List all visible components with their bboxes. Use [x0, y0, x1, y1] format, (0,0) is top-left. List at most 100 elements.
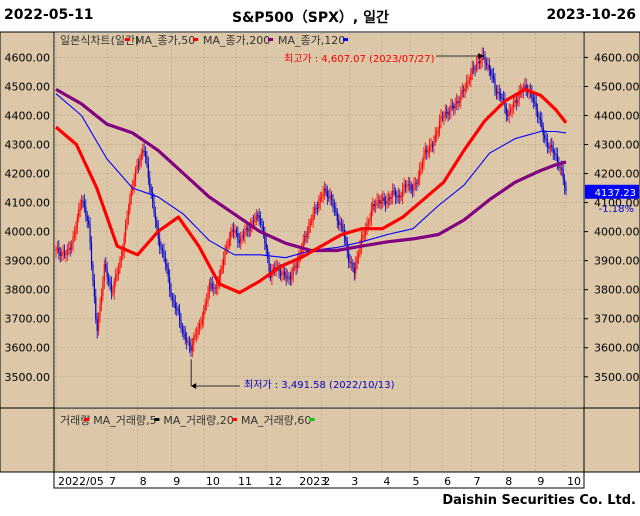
legend-item: 일본식차트(일간) [60, 33, 139, 47]
candle-body [231, 229, 233, 232]
candle-body [346, 241, 348, 252]
candle-body [477, 61, 479, 64]
candle-body [188, 341, 191, 346]
volume-legend-item: MA_거래량,5 [93, 414, 156, 427]
x-tick-label: 2023 [299, 475, 327, 488]
candle-body [186, 339, 188, 342]
candle-body [65, 254, 67, 256]
candle-body [217, 284, 219, 288]
candle-body [268, 257, 270, 271]
candle-body [383, 197, 385, 202]
candle-body [113, 281, 115, 293]
candle-body [110, 284, 113, 293]
candle-body [440, 116, 442, 122]
x-tick-label: 10 [567, 475, 581, 488]
candle-body [402, 189, 404, 197]
y-tick-label-left: 4100.00 [5, 197, 51, 210]
candle-body [221, 266, 223, 270]
candle-body [59, 252, 61, 257]
candle-body [55, 249, 57, 251]
candle-body [416, 183, 418, 185]
candle-body [156, 220, 158, 227]
candle-body [251, 220, 253, 226]
x-tick-label: 7 [109, 475, 116, 488]
ma200-line [55, 88, 567, 253]
candle-body [544, 135, 546, 138]
candle-body [500, 93, 502, 99]
candle-body [392, 190, 394, 197]
candle-body [230, 231, 232, 240]
company-footer: Daishin Securities Co. Ltd. [442, 493, 636, 508]
candle-body [563, 178, 566, 188]
candle-body [289, 277, 292, 280]
candle-body [267, 249, 269, 258]
candle-body [264, 234, 266, 244]
candle-body [107, 277, 110, 281]
candle-body [170, 289, 172, 297]
candle-body [225, 246, 228, 250]
candle-body [508, 111, 510, 116]
candle-body [481, 54, 483, 61]
x-tick-label: 6 [444, 475, 451, 488]
volume-left-axis [0, 407, 55, 473]
candle-body [345, 237, 347, 242]
candle-body [376, 200, 378, 206]
candle-body [218, 275, 220, 285]
candle-body [109, 280, 111, 285]
candle-body [321, 196, 323, 198]
y-tick-label-left: 3600.00 [5, 342, 51, 355]
candle-body [139, 160, 141, 166]
candle-body [413, 184, 415, 191]
candle-body [187, 341, 189, 343]
candle-body [433, 142, 435, 147]
candle-body [282, 271, 284, 274]
candle-body [559, 167, 561, 169]
candle-body [83, 201, 86, 207]
candle-body [525, 85, 527, 89]
candle-body [457, 101, 459, 103]
candle-body [112, 292, 114, 294]
candle-body [102, 281, 104, 296]
candle-body [240, 237, 242, 243]
y-tick-label-left: 3800.00 [5, 284, 51, 297]
date-axis [53, 471, 585, 489]
candle-body [93, 280, 95, 297]
candle-body [301, 250, 303, 254]
candle-body [478, 61, 480, 64]
candle-body [200, 323, 202, 325]
candle-body [248, 230, 250, 232]
x-tick-label: 7 [474, 475, 481, 488]
candle-body [488, 64, 490, 70]
candle-body [262, 225, 265, 235]
x-tick-label: 9 [537, 475, 544, 488]
candle-body [316, 208, 318, 210]
candle-body [524, 85, 526, 88]
candle-body [178, 310, 181, 321]
x-tick-label: 5 [412, 475, 419, 488]
candle-body [393, 190, 395, 192]
candle-body [348, 251, 350, 262]
candle-body [353, 268, 355, 274]
candle-body [552, 147, 554, 153]
candle-body [536, 109, 539, 117]
candle-body [480, 60, 482, 64]
candle-body [399, 194, 401, 197]
candle-body [228, 239, 230, 246]
legend-item: MA_종가,50 [135, 34, 195, 47]
candle-body [223, 258, 225, 267]
candle-body [311, 220, 313, 222]
candle-body [377, 199, 380, 201]
candle-body [133, 180, 135, 188]
candle-body [295, 266, 297, 268]
candle-body [214, 287, 216, 289]
x-tick-label: 8 [505, 475, 512, 488]
last-change-label: -1.18% [599, 204, 634, 215]
candle-body [203, 310, 205, 319]
candle-body [475, 63, 478, 69]
candle-body [90, 242, 93, 265]
candle-body [169, 276, 171, 290]
candle-body [400, 196, 402, 198]
x-tick-label: 12 [268, 475, 282, 488]
candle-body [205, 300, 208, 304]
